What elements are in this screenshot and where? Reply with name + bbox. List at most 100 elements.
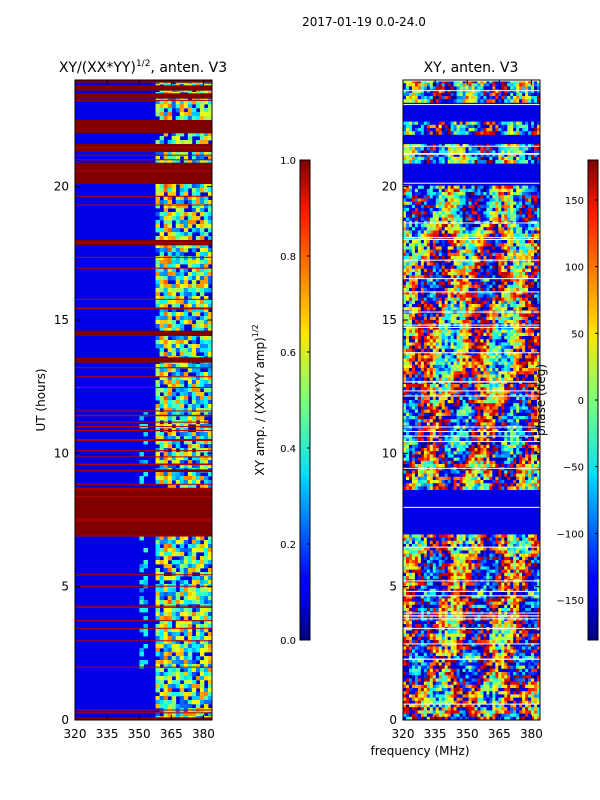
left-heatmap-cell — [187, 632, 193, 637]
left-heatmap-cell — [191, 668, 197, 673]
right-heatmap-cell — [435, 256, 440, 260]
right-heatmap-cell — [447, 316, 452, 321]
right-heatmap-cell — [453, 80, 458, 84]
right-heatmap-cell — [426, 329, 431, 334]
left-heatmap-cell — [187, 572, 193, 577]
left-heatmap-cell — [171, 184, 177, 189]
left-heatmap-cell — [191, 600, 197, 605]
right-heatmap-cell — [441, 300, 446, 305]
right-heatmap-cell — [453, 252, 458, 257]
left-heatmap-cell — [183, 540, 189, 545]
right-heatmap-cell — [408, 240, 413, 244]
right-heatmap-cell — [513, 329, 517, 334]
right-heatmap-cell — [516, 147, 520, 151]
left-heatmap-cell — [179, 556, 185, 561]
left-heatmap-cell — [175, 288, 181, 293]
right-heatmap-cell — [447, 192, 452, 196]
right-heatmap-cell — [453, 332, 458, 337]
right-heatmap-cell — [528, 268, 532, 273]
left-heatmap-cell — [159, 536, 165, 541]
left-heatmap-cell — [159, 376, 165, 381]
right-heatmap-cell — [492, 99, 496, 103]
right-heatmap-cell — [483, 272, 487, 276]
right-heatmap-cell — [522, 262, 526, 266]
right-heatmap-cell — [507, 262, 511, 266]
right-heatmap-cell — [474, 201, 478, 206]
left-heatmap-cell — [195, 216, 201, 221]
left-heatmap-cell — [155, 540, 161, 545]
right-heatmap-cell — [468, 214, 472, 218]
right-heatmap-cell — [432, 224, 437, 228]
right-heatmap-cell — [504, 262, 508, 266]
right-heatmap-cell — [447, 291, 452, 295]
right-heatmap-cell — [474, 278, 478, 282]
right-heatmap-cell — [441, 249, 446, 254]
right-heatmap-cell — [462, 208, 466, 212]
right-heatmap-cell — [414, 256, 419, 260]
right-heatmap-cell — [474, 198, 478, 202]
right-heatmap-cell — [495, 80, 499, 84]
right-heatmap-cell — [438, 281, 443, 286]
left-heatmap-cell — [191, 556, 197, 561]
right-heatmap-cell — [453, 281, 458, 286]
right-heatmap-cell — [525, 243, 529, 247]
right-heatmap-cell — [459, 124, 463, 129]
right-heatmap-cell — [513, 300, 517, 305]
left-heatmap-cell — [163, 464, 169, 469]
right-heatmap-cell — [507, 256, 511, 260]
right-heatmap-cell — [471, 243, 475, 247]
right-heatmap-cell — [411, 252, 416, 257]
right-heatmap-cell — [429, 316, 434, 321]
left-heatmap-cell — [159, 640, 165, 645]
right-heatmap-cell — [423, 313, 428, 318]
left-heatmap-cell — [183, 416, 189, 421]
right-heatmap-cell — [534, 201, 538, 206]
right-heatmap-cell — [405, 80, 410, 84]
right-heatmap-cell — [534, 275, 538, 279]
right-heatmap-cell — [495, 316, 499, 321]
right-heatmap-cell — [516, 307, 520, 311]
left-heatmap-cell — [159, 192, 165, 197]
right-heatmap-cell — [450, 272, 455, 276]
right-heatmap-cell — [447, 96, 452, 100]
right-heatmap-cell — [534, 233, 538, 238]
right-heatmap-cell — [408, 332, 413, 337]
right-heatmap-cell — [510, 256, 514, 260]
right-heatmap-cell — [534, 160, 538, 164]
left-heatmap-cell — [175, 104, 181, 109]
left-heatmap-cell — [195, 156, 201, 161]
right-heatmap-cell — [468, 329, 472, 334]
right-heatmap-cell — [498, 211, 502, 215]
left-heatmap-cell — [199, 692, 205, 697]
right-heatmap-cell — [429, 128, 434, 132]
left-heatmap-cell — [163, 396, 169, 401]
left-heatmap-cell — [203, 628, 209, 633]
left-heatmap-cell — [199, 252, 205, 257]
right-heatmap-cell — [438, 147, 443, 151]
left-flag-line — [75, 463, 212, 465]
right-heatmap-cell — [522, 246, 526, 250]
left-heatmap-cell — [159, 592, 165, 597]
left-heatmap-cell — [175, 540, 181, 545]
right-heatmap-cell — [411, 86, 416, 90]
left-heatmap-cell — [187, 132, 193, 137]
right-heatmap-cell — [480, 195, 484, 199]
right-heatmap-cell — [411, 236, 416, 241]
right-heatmap-cell — [486, 240, 490, 244]
right-heatmap-cell — [492, 252, 496, 257]
right-heatmap-cell — [516, 192, 520, 196]
left-heatmap-cell — [203, 396, 209, 401]
left-heatmap-cell — [167, 400, 173, 405]
left-heatmap-cell — [175, 204, 181, 209]
right-heatmap-cell — [531, 294, 535, 298]
right-heatmap-cell — [480, 185, 484, 190]
left-heatmap-cell — [155, 664, 161, 669]
right-heatmap-cell — [507, 227, 511, 231]
right-heatmap-cell — [465, 160, 469, 164]
left-heatmap-cell — [187, 564, 193, 569]
right-heatmap-cell — [417, 147, 422, 151]
right-heatmap-cell — [411, 230, 416, 234]
right-heatmap-cell — [435, 198, 440, 202]
right-heatmap-cell — [474, 224, 478, 228]
left-heatmap-cell — [207, 624, 212, 629]
